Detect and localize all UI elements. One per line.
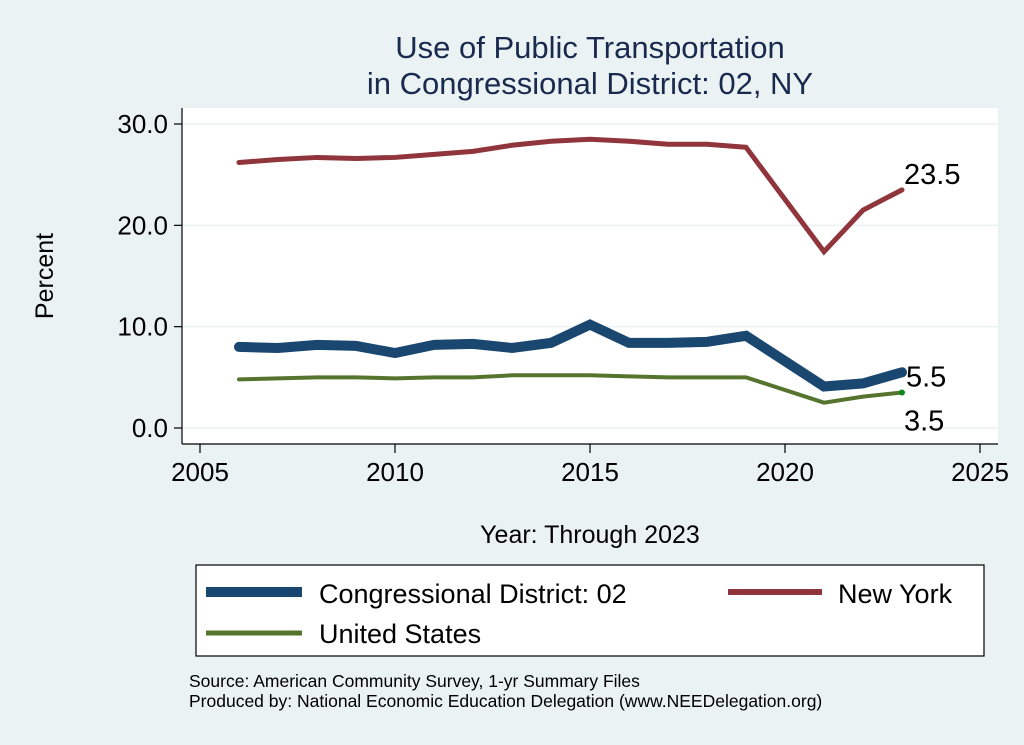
end-label-congressional-district-02: 5.5 [906, 361, 946, 393]
y-tick-label: 0.0 [132, 413, 168, 443]
y-tick-label: 20.0 [117, 210, 168, 240]
x-tick-label: 2020 [756, 457, 814, 487]
end-label-new-york: 23.5 [904, 159, 960, 191]
end-labels: 5.5 23.5 3.5 [899, 159, 960, 438]
legend-box [195, 564, 985, 657]
y-tick-label: 30.0 [117, 109, 168, 139]
source-note: Source: American Community Survey, 1-yr … [189, 671, 640, 691]
x-axis-title: Year: Through 2023 [480, 521, 700, 549]
produced-by-note: Produced by: National Economic Education… [189, 691, 822, 711]
x-tick-label: 2015 [561, 457, 619, 487]
legend-label-united-states: United States [319, 619, 481, 649]
x-tick-label: 2010 [366, 457, 424, 487]
legend-label-cd02: Congressional District: 02 [319, 579, 627, 609]
end-label-united-states: 3.5 [904, 406, 944, 438]
x-axis-ticks: 2005 2010 2015 2020 2025 [171, 444, 1009, 487]
chart-title-line-1: Use of Public Transportation [395, 30, 784, 65]
x-tick-label: 2005 [171, 457, 229, 487]
y-axis-ticks: 0.0 10.0 20.0 30.0 [117, 109, 182, 443]
series-group [234, 136, 907, 405]
legend-label-new-york: New York [838, 579, 953, 609]
chart-title-line-2: in Congressional District: 02, NY [367, 66, 813, 101]
x-tick-label: 2025 [951, 457, 1009, 487]
end-marker-united-states [899, 389, 905, 396]
y-tick-label: 10.0 [117, 312, 168, 342]
y-axis-title: Percent [31, 233, 59, 319]
